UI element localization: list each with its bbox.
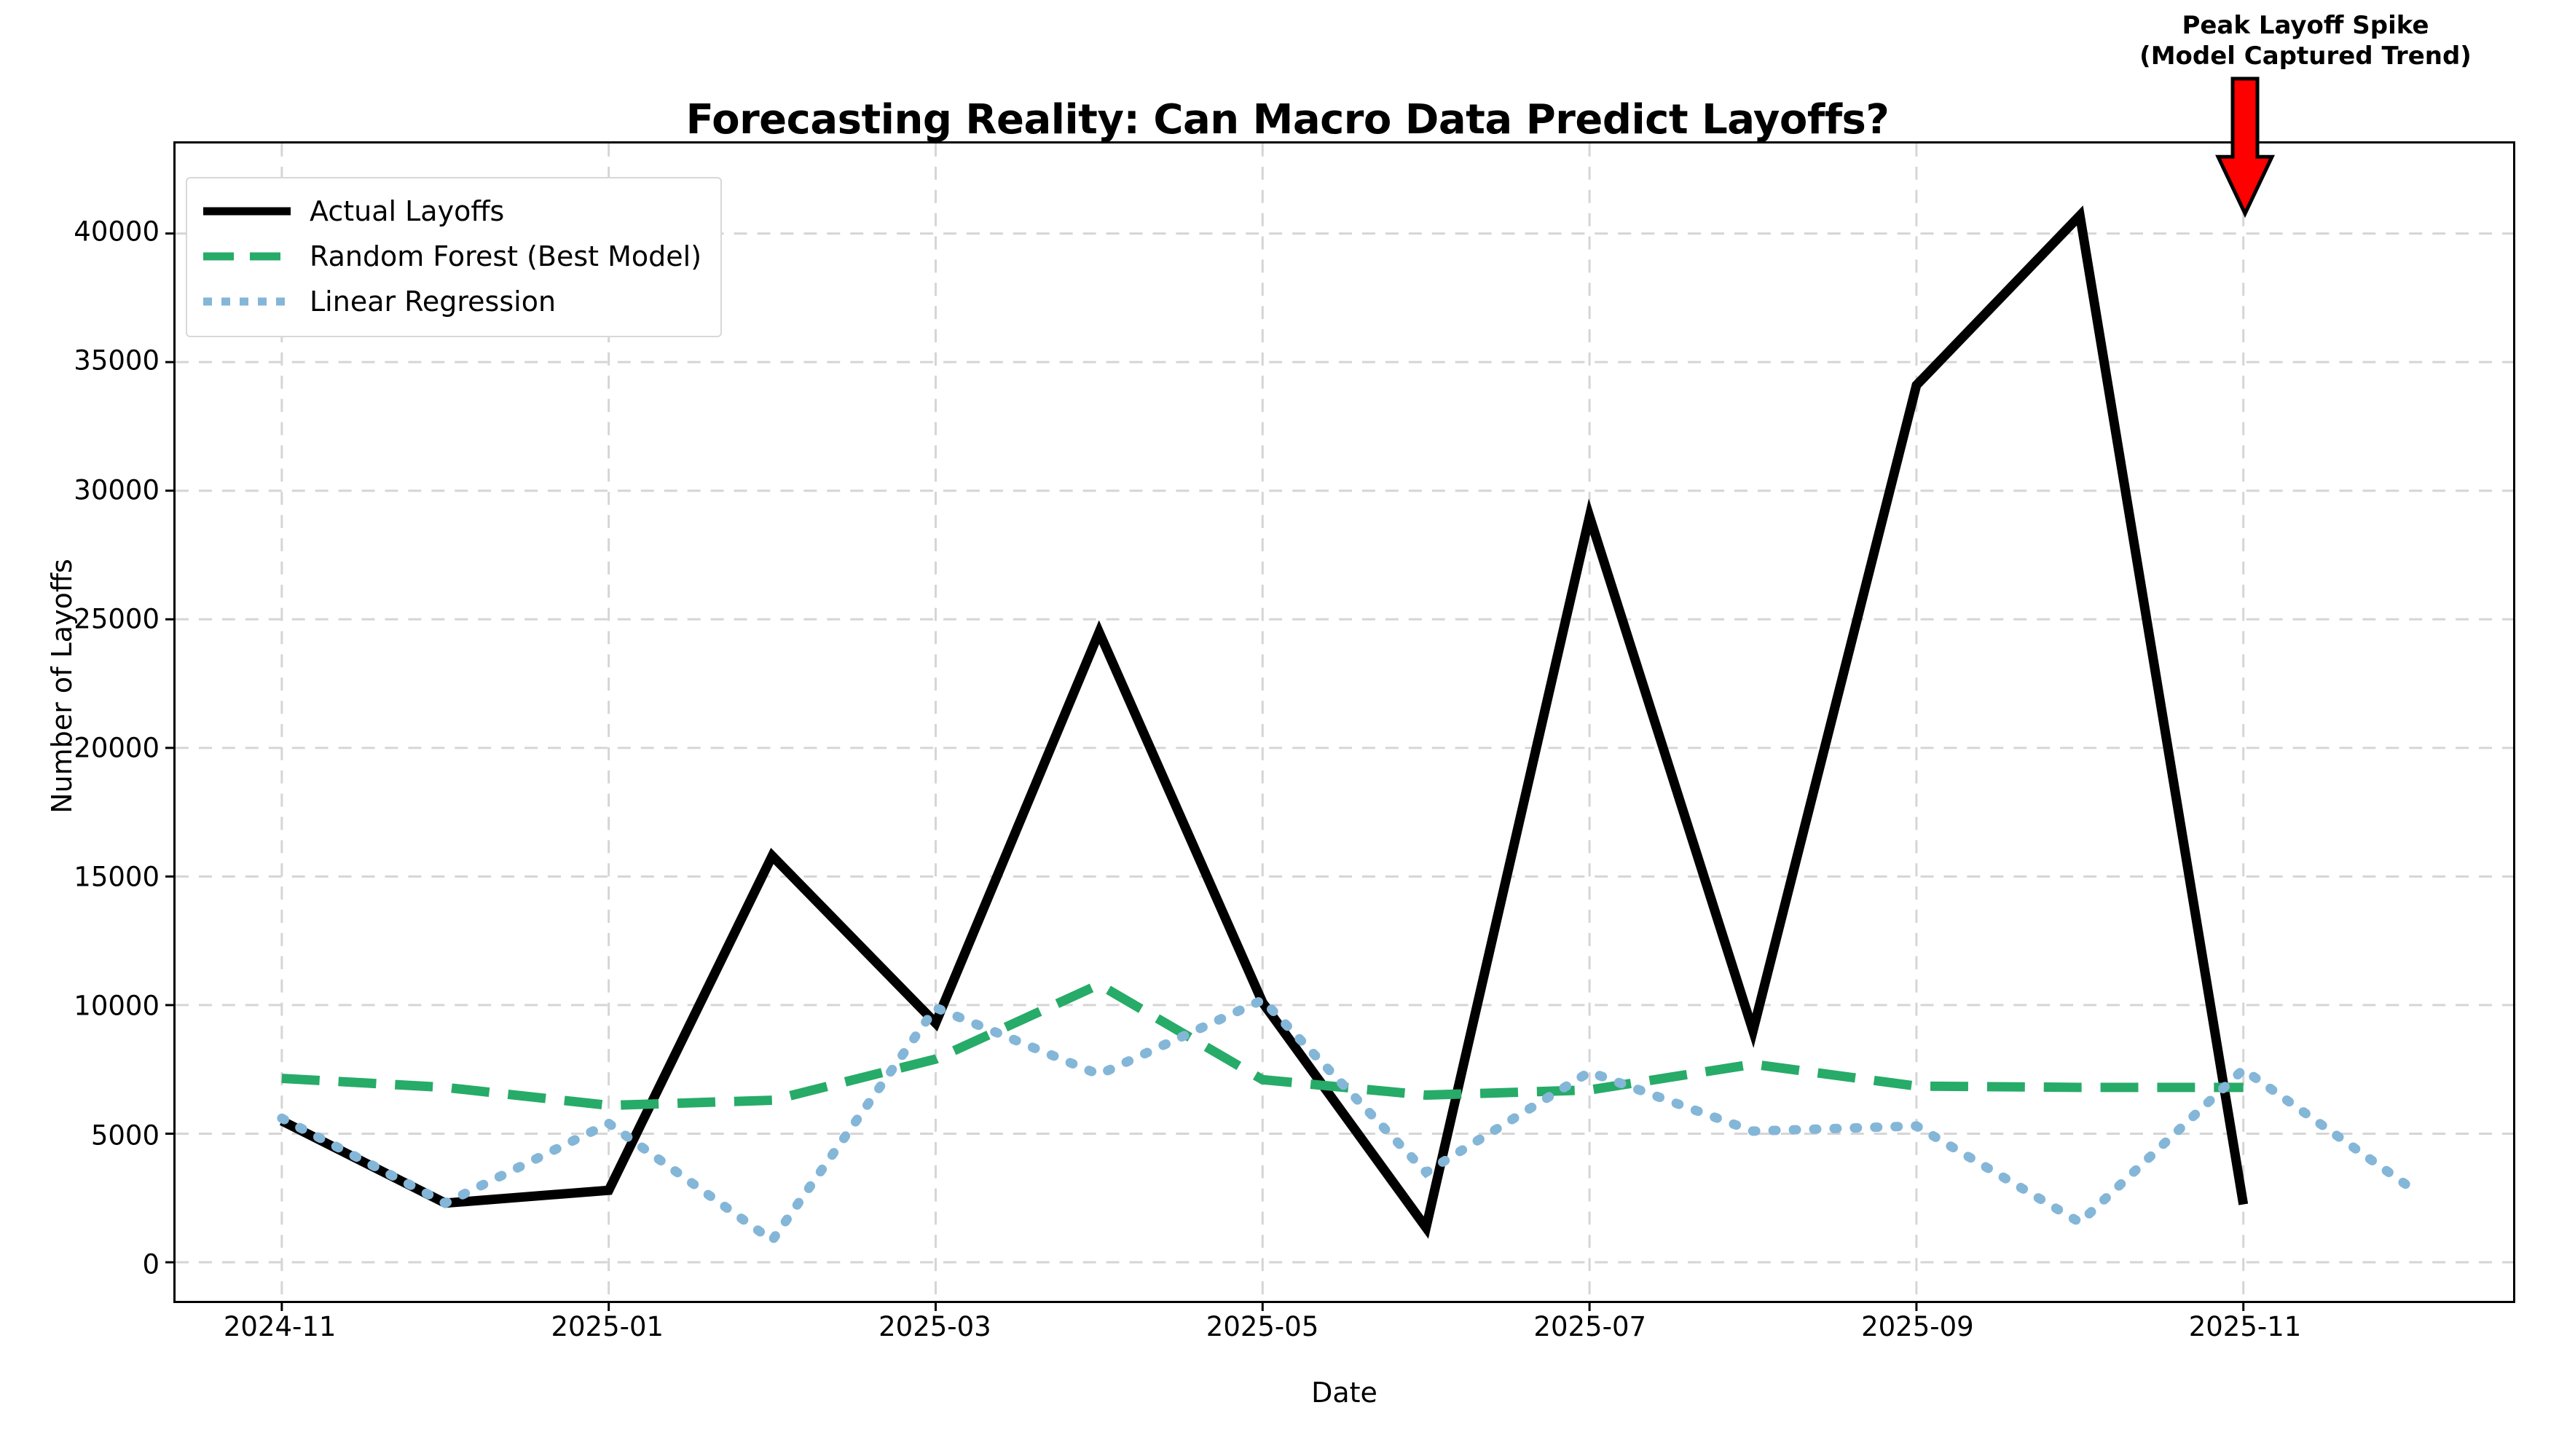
y-axis-tick-labels: 0 5000 10000 15000 20000 25000 30000 35000 40000 (0, 141, 162, 1303)
x-tick-label: 2025-09 (1861, 1311, 1974, 1342)
chart-title: Forecasting Reality: Can Macro Data Pred… (685, 96, 1890, 143)
series-line-1 (281, 979, 2244, 1111)
legend-swatch-solid-line-icon (203, 202, 291, 221)
x-tick-label: 2024-11 (223, 1311, 337, 1342)
y-tick-label: 20000 (74, 732, 160, 764)
x-tick-label: 2025-01 (551, 1311, 664, 1342)
annotation-line-1: Peak Layoff Spike (2182, 11, 2429, 40)
legend-label-linear-regression: Linear Regression (310, 286, 557, 318)
x-axis-label: Date (1311, 1377, 1377, 1409)
y-tick-label: 10000 (74, 990, 160, 1022)
legend-item-actual-layoffs: Actual Layoffs (203, 189, 701, 234)
x-tick-label: 2025-03 (878, 1311, 991, 1342)
series-line-2 (277, 994, 2412, 1248)
y-tick-label: 30000 (74, 474, 160, 505)
y-tick-label: 35000 (74, 345, 160, 377)
legend-item-random-forest: Random Forest (Best Model) (203, 234, 701, 279)
y-tick-label: 5000 (90, 1119, 160, 1152)
x-tick-label: 2025-05 (1206, 1311, 1319, 1342)
y-tick-label: 25000 (74, 603, 160, 635)
x-tick-label: 2025-11 (2188, 1311, 2302, 1342)
legend-item-linear-regression: Linear Regression (203, 279, 701, 324)
x-tick-label: 2025-07 (1533, 1311, 1647, 1342)
legend-label-random-forest: Random Forest (Best Model) (310, 240, 702, 272)
legend-swatch-dashed-line-icon (203, 247, 291, 266)
chart-legend: Actual Layoffs Random Forest (Best Model… (186, 177, 723, 337)
y-tick-label: 40000 (74, 216, 160, 248)
legend-label-actual-layoffs: Actual Layoffs (310, 195, 505, 227)
annotation-line-2: (Model Captured Trend) (2139, 42, 2472, 71)
x-axis-tick-labels: 2024-11 2025-01 2025-03 2025-05 2025-07 2025-… (173, 1311, 2515, 1362)
peak-layoff-annotation: Peak Layoff Spike (Model Captured Trend) (2080, 10, 2531, 71)
legend-swatch-dotted-line-icon (203, 292, 291, 311)
y-tick-label: 0 (142, 1248, 160, 1280)
y-tick-label: 15000 (74, 861, 160, 893)
